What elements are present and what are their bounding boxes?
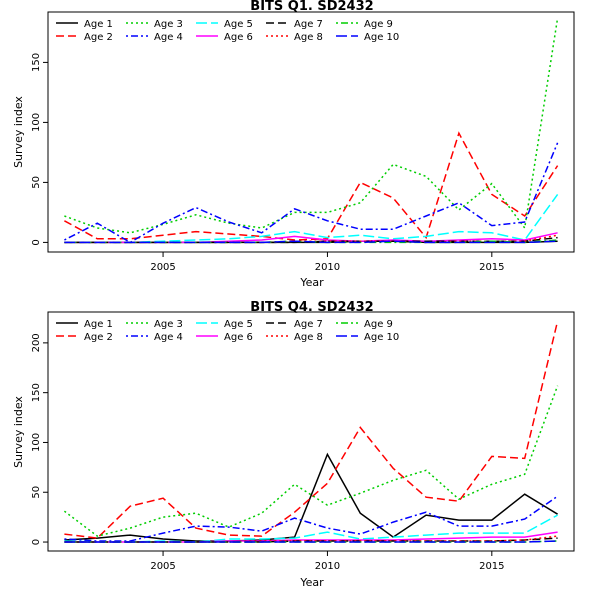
series-line-age-2 bbox=[64, 320, 559, 539]
y-axis: 0 50 100 150 bbox=[31, 53, 48, 246]
y-tick-label: 100 bbox=[31, 113, 42, 132]
series-lines bbox=[63, 320, 559, 543]
legend-label: Age 5 bbox=[224, 19, 253, 30]
series-line-age-3 bbox=[64, 17, 559, 234]
series-line-age-4 bbox=[64, 495, 559, 542]
legend-label: Age 8 bbox=[294, 332, 323, 343]
y-tick-label: 50 bbox=[31, 486, 42, 499]
legend-entry: Age 4 bbox=[126, 332, 183, 343]
legend-entry: Age 5 bbox=[196, 319, 253, 330]
legend-entry: Age 6 bbox=[196, 32, 253, 43]
x-tick-label: 2005 bbox=[150, 561, 175, 572]
x-axis: 2005 2010 2015 bbox=[150, 551, 505, 572]
legend-label: Age 2 bbox=[84, 32, 113, 43]
y-axis: 0 50 100 150 200 bbox=[31, 333, 48, 545]
legend-label: Age 7 bbox=[294, 319, 323, 330]
legend-entry: Age 4 bbox=[126, 32, 183, 43]
chart-title: BITS Q4. SD2432 bbox=[250, 300, 373, 315]
legend-label: Age 5 bbox=[224, 319, 253, 330]
legend-label: Age 8 bbox=[294, 32, 323, 43]
legend-label: Age 6 bbox=[224, 32, 253, 43]
series-lines bbox=[64, 17, 559, 244]
legend-entry: Age 3 bbox=[126, 319, 183, 330]
x-tick-label: 2015 bbox=[479, 262, 504, 273]
legend-label: Age 3 bbox=[154, 19, 183, 30]
legend-label: Age 1 bbox=[84, 19, 113, 30]
legend-entry: Age 6 bbox=[196, 332, 253, 343]
legend-entry: Age 7 bbox=[266, 319, 323, 330]
legend-label: Age 9 bbox=[364, 319, 393, 330]
legend: Age 1 Age 2 Age 3 Age 4 Age 5 Age 6 Age 7 Age 8… bbox=[56, 319, 399, 343]
legend-entry: Age 8 bbox=[266, 32, 323, 43]
legend-label: Age 1 bbox=[84, 319, 113, 330]
series-line-age-8 bbox=[64, 535, 558, 543]
chart-title: BITS Q1. SD2432 bbox=[250, 0, 373, 14]
legend-label: Age 10 bbox=[364, 32, 399, 43]
y-tick-label: 150 bbox=[31, 53, 42, 72]
series-line-age-2 bbox=[64, 131, 559, 241]
legend-label: Age 6 bbox=[224, 332, 253, 343]
y-axis-label: Survey index bbox=[12, 396, 25, 468]
series-line-age-4 bbox=[64, 142, 559, 244]
y-tick-label: 0 bbox=[31, 539, 42, 545]
legend-entry: Age 9 bbox=[336, 19, 393, 30]
chart-panel-q1: BITS Q1. SD2432 2005 2010 2015 0 50 100 150 A… bbox=[12, 0, 575, 289]
x-axis-label: Year bbox=[299, 576, 324, 589]
legend-label: Age 7 bbox=[294, 19, 323, 30]
y-tick-label: 200 bbox=[31, 333, 42, 352]
legend-entry: Age 8 bbox=[266, 332, 323, 343]
plot-frame bbox=[47, 311, 575, 552]
y-tick-label: 150 bbox=[31, 383, 42, 402]
legend-label: Age 4 bbox=[154, 332, 183, 343]
plot-frame bbox=[47, 11, 575, 253]
legend: Age 1 Age 2 Age 3 Age 4 Age 5 Age 6 Age 7 Age 8… bbox=[56, 19, 399, 43]
legend-entry: Age 3 bbox=[126, 19, 183, 30]
legend-entry: Age 2 bbox=[56, 332, 113, 343]
y-tick-label: 100 bbox=[31, 433, 42, 452]
legend-entry: Age 5 bbox=[196, 19, 253, 30]
series-line-age-10 bbox=[64, 540, 558, 543]
legend-entry: Age 1 bbox=[56, 19, 113, 30]
legend-label: Age 2 bbox=[84, 332, 113, 343]
legend-entry: Age 2 bbox=[56, 32, 113, 43]
legend-label: Age 10 bbox=[364, 332, 399, 343]
series-line-age-10 bbox=[64, 240, 558, 244]
x-axis-label: Year bbox=[299, 276, 324, 289]
legend-label: Age 4 bbox=[154, 32, 183, 43]
y-tick-label: 50 bbox=[31, 176, 42, 189]
x-axis: 2005 2010 2015 bbox=[150, 252, 505, 273]
legend-entry: Age 10 bbox=[336, 332, 399, 343]
legend-entry: Age 10 bbox=[336, 32, 399, 43]
series-line-age-3 bbox=[63, 385, 559, 537]
legend-entry: Age 9 bbox=[336, 319, 393, 330]
x-tick-label: 2015 bbox=[479, 561, 504, 572]
x-tick-label: 2010 bbox=[315, 262, 340, 273]
legend-entry: Age 7 bbox=[266, 19, 323, 30]
legend-label: Age 9 bbox=[364, 19, 393, 30]
x-tick-label: 2005 bbox=[150, 262, 175, 273]
legend-entry: Age 1 bbox=[56, 319, 113, 330]
y-tick-label: 0 bbox=[31, 239, 42, 245]
chart-panel-q4: BITS Q4. SD2432 2005 2010 2015 0 50 100 150 20… bbox=[12, 300, 575, 589]
x-tick-label: 2010 bbox=[315, 561, 340, 572]
y-axis-label: Survey index bbox=[12, 96, 25, 168]
series-line-age-5 bbox=[64, 193, 559, 244]
legend-label: Age 3 bbox=[154, 319, 183, 330]
